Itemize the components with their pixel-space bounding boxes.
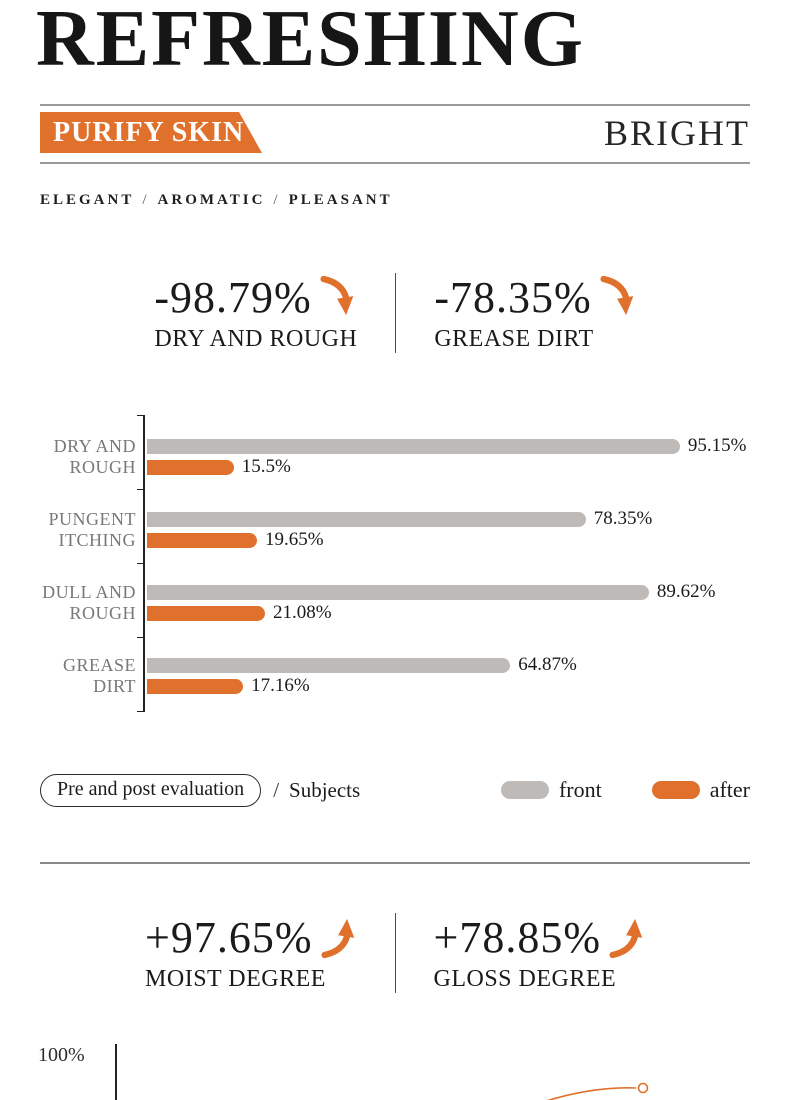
- chart-row-grease-dirt: GREASE DIRT 64.87% 17.16%: [40, 639, 750, 712]
- stat-value: +78.85%: [433, 913, 601, 962]
- axis-tick: [137, 637, 143, 638]
- category-label: DRY AND ROUGH: [53, 435, 136, 477]
- stat-label: DRY AND ROUGH: [154, 326, 358, 352]
- stat-value: -78.35%: [434, 273, 592, 322]
- arrow-up-icon: [320, 919, 354, 959]
- chart-row-dull-and-rough: DULL AND ROUGH 89.62% 21.08%: [40, 566, 750, 639]
- y-axis-line: [115, 1044, 117, 1100]
- banner-label: PURIFY SKIN: [53, 116, 245, 148]
- front-bar: [147, 438, 680, 454]
- divider-line: [40, 104, 750, 106]
- category-label: PUNGENT ITCHING: [48, 508, 136, 550]
- stat-grease-dirt: -78.35% GREASE DIRT: [434, 272, 635, 353]
- stat-value: +97.65%: [145, 913, 313, 962]
- stat-value: -98.79%: [154, 273, 312, 322]
- purify-skin-banner: PURIFY SKIN: [40, 112, 262, 153]
- stats-top-row: -98.79% DRY AND ROUGH -78.35% GREASE DIR…: [40, 272, 750, 353]
- after-bar: [147, 678, 244, 694]
- chart-row-dry-and-rough: DRY AND ROUGH 95.15% 15.5%: [40, 420, 750, 493]
- y-axis-tick-label: 100%: [38, 1044, 85, 1066]
- front-bar: [147, 511, 586, 527]
- tagline-item: AROMATIC: [157, 192, 266, 208]
- front-bar: [147, 584, 649, 600]
- chart-legend: Pre and post evaluation / Subjects front…: [40, 771, 750, 809]
- category-label: DULL AND ROUGH: [42, 581, 136, 623]
- after-bar: [147, 459, 234, 475]
- front-bar-value: 95.15%: [687, 435, 747, 456]
- divider-line: [40, 162, 750, 164]
- y-axis-line: [137, 415, 145, 712]
- legend-separator: /: [273, 777, 280, 802]
- chart-row-pungent-itching: PUNGENT ITCHING 78.35% 19.65%: [40, 493, 750, 566]
- stat-divider: [395, 272, 397, 353]
- front-legend-label: front: [558, 777, 602, 802]
- tagline-item: ELEGANT: [40, 192, 135, 208]
- bar-chart: DRY AND ROUGH 95.15% 15.5% PUNGENT: [40, 412, 750, 717]
- stat-label: MOIST DEGREE: [145, 966, 326, 992]
- tagline: ELEGANT / AROMATIC / PLEASANT: [40, 192, 393, 209]
- divider-line: [40, 862, 750, 864]
- arrow-up-icon: [609, 919, 643, 959]
- stat-divider: [394, 912, 396, 993]
- bright-label: BRIGHT: [604, 113, 750, 153]
- after-bar-value: 17.16%: [251, 675, 310, 696]
- stat-label: GREASE DIRT: [434, 326, 594, 352]
- data-point-marker: [637, 1082, 649, 1094]
- stats-bottom-row: +97.65% MOIST DEGREE +78.85% GLOSS DEGRE…: [40, 912, 750, 993]
- tagline-item: PLEASANT: [288, 192, 393, 208]
- front-legend-swatch: [500, 781, 549, 799]
- after-bar-value: 19.65%: [265, 529, 324, 550]
- after-bar-value: 21.08%: [273, 602, 332, 623]
- after-bar-value: 15.5%: [241, 456, 291, 477]
- arrow-down-icon: [320, 275, 353, 315]
- legend-evaluation-pill: Pre and post evaluation: [40, 773, 262, 807]
- category-label: GREASE DIRT: [62, 654, 136, 696]
- after-legend-label: after: [709, 777, 750, 802]
- arrow-down-icon: [600, 275, 633, 315]
- tagline-separator: /: [273, 192, 281, 208]
- axis-tick: [137, 711, 143, 712]
- stat-moist-degree: +97.65% MOIST DEGREE: [145, 912, 356, 993]
- axis-tick: [137, 415, 143, 416]
- after-bar: [147, 532, 258, 548]
- axis-tick: [137, 489, 143, 490]
- stat-dry-and-rough: -98.79% DRY AND ROUGH: [154, 272, 357, 353]
- after-legend-swatch: [651, 781, 700, 799]
- axis-tick: [137, 563, 143, 564]
- front-bar-value: 89.62%: [656, 581, 716, 602]
- stat-label: GLOSS DEGREE: [433, 966, 617, 992]
- after-bar: [147, 605, 266, 621]
- tagline-separator: /: [142, 192, 150, 208]
- front-bar: [147, 657, 511, 673]
- legend-subjects-label: Subjects: [289, 777, 361, 802]
- line-series-curve: [546, 1082, 649, 1100]
- page-title: REFRESHING: [36, 0, 585, 83]
- front-bar-value: 78.35%: [593, 508, 653, 529]
- chart-rows: DRY AND ROUGH 95.15% 15.5% PUNGENT: [40, 420, 750, 712]
- stat-gloss-degree: +78.85% GLOSS DEGREE: [434, 912, 645, 993]
- front-bar-value: 64.87%: [518, 654, 577, 675]
